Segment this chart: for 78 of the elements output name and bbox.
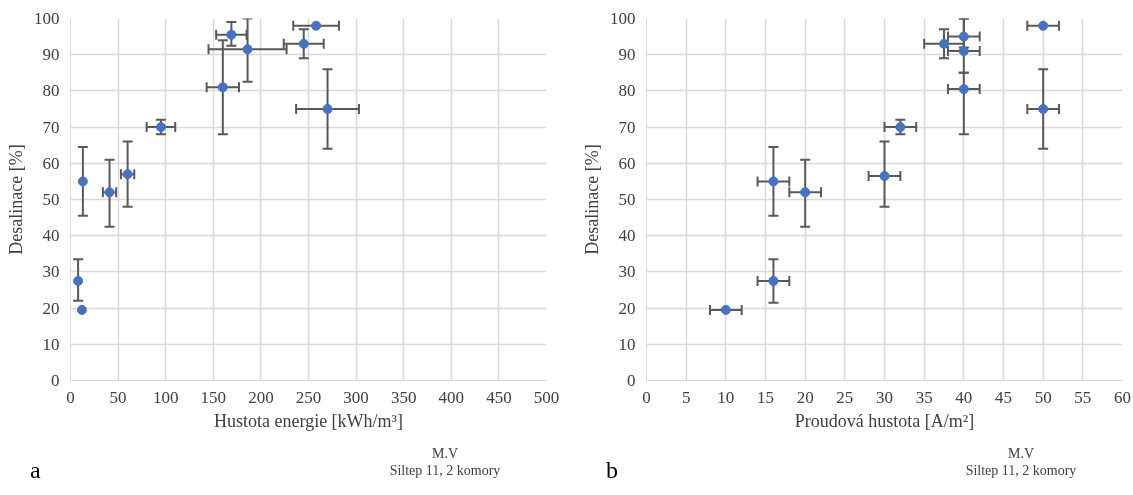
x-tick-label: 150 <box>200 387 227 407</box>
x-tick-label: 450 <box>486 387 512 407</box>
point <box>155 122 166 133</box>
point <box>768 275 779 286</box>
y-tick-label: 90 <box>618 45 636 65</box>
x-tick-label: 60 <box>1114 387 1131 407</box>
y-tick-label: 20 <box>618 298 636 318</box>
x-tick-label: 50 <box>109 387 127 407</box>
point <box>768 176 779 187</box>
point <box>939 38 949 49</box>
y-tick-label: 80 <box>42 81 60 101</box>
point <box>226 29 237 40</box>
point <box>242 44 253 55</box>
point <box>895 122 906 133</box>
x-tick-label: 20 <box>796 387 814 407</box>
y-tick-label: 10 <box>618 334 636 354</box>
y-tick-label: 30 <box>42 262 60 282</box>
x-tick-label: 300 <box>343 387 369 407</box>
point <box>958 31 969 42</box>
y-tick-label: 90 <box>42 45 60 65</box>
x-tick-label: 55 <box>1074 387 1092 407</box>
text: Siltep 11, 2 komory <box>965 463 1077 478</box>
y-tick-label: 70 <box>618 117 636 137</box>
x-tick-label: 250 <box>295 387 322 407</box>
text: Siltep 11, 2 komory <box>389 463 501 478</box>
x-tick-label: 100 <box>152 387 179 407</box>
x-tick-label: 0 <box>66 387 75 407</box>
point <box>322 104 333 114</box>
y-tick-label: 50 <box>618 190 636 209</box>
text: a <box>30 456 41 485</box>
point <box>879 170 890 181</box>
y-tick-label: 0 <box>627 371 636 390</box>
y-tick-label: 80 <box>618 81 636 101</box>
x-axis-title: Hustota energie [kWh/m³] <box>214 410 404 431</box>
x-tick-label: 50 <box>1034 387 1052 407</box>
point <box>1038 20 1049 31</box>
x-tick-label: 5 <box>681 387 691 407</box>
point <box>217 82 228 93</box>
point <box>1038 104 1049 114</box>
point <box>311 20 322 31</box>
y-axis-title: Desalinace [%] <box>582 144 602 255</box>
x-tick-label: 40 <box>955 387 973 407</box>
x-tick-label: 200 <box>248 387 274 407</box>
x-tick-label: 35 <box>915 387 933 407</box>
y-tick-label: 60 <box>42 153 60 173</box>
x-tick-label: 350 <box>390 387 417 407</box>
y-tick-label: 30 <box>618 262 636 282</box>
y-tick-label: 100 <box>34 9 60 28</box>
point <box>958 46 969 57</box>
x-tick-label: 15 <box>757 387 774 407</box>
x-tick-label: 500 <box>533 387 560 407</box>
point <box>720 304 731 315</box>
point <box>73 275 84 286</box>
y-tick-label: 40 <box>618 226 636 246</box>
x-axis-title: Proudová hustota [A/m²] <box>794 410 975 431</box>
y-tick-label: 100 <box>610 9 636 28</box>
point <box>800 187 811 198</box>
text: M.V <box>1007 446 1035 461</box>
y-axis-title: Desalinace [%] <box>6 144 26 255</box>
point <box>298 38 309 49</box>
x-tick-label: 10 <box>717 387 735 407</box>
text: b <box>606 456 618 485</box>
x-tick-label: 25 <box>836 387 854 407</box>
y-tick-label: 0 <box>51 371 60 390</box>
y-tick-label: 40 <box>42 226 60 246</box>
x-tick-label: 45 <box>995 387 1012 407</box>
point <box>958 84 969 95</box>
x-tick-label: 0 <box>642 387 651 407</box>
y-tick-label: 10 <box>42 334 60 354</box>
text: M.V <box>431 446 459 461</box>
point <box>76 304 87 315</box>
y-tick-label: 70 <box>42 117 60 137</box>
x-tick-label: 30 <box>876 387 893 407</box>
y-tick-label: 60 <box>618 153 636 173</box>
x-tick-label: 400 <box>438 387 465 407</box>
y-tick-label: 50 <box>42 190 60 209</box>
point <box>77 176 88 187</box>
y-tick-label: 20 <box>42 298 60 318</box>
